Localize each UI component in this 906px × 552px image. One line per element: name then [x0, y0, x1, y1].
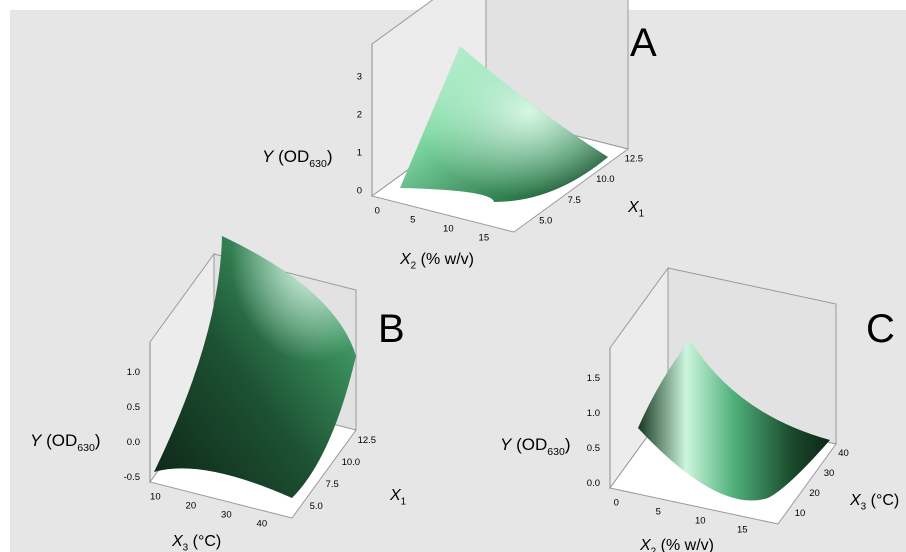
- panel-b-y-tick-label: 10.0: [342, 457, 361, 468]
- panel-b-y-tick-label: 12.5: [358, 435, 377, 446]
- panel-c-y-tick-label: 40: [838, 448, 849, 459]
- panel-c-y-tick-label: 20: [809, 488, 820, 499]
- panel-b-x-axis-label: X3 (°C): [171, 533, 221, 552]
- panel-c-z-tick-label: 1.5: [587, 373, 600, 384]
- panel-c-x-tick-label: 0: [614, 497, 619, 508]
- panel-c-y-tick-label: 10: [795, 508, 806, 519]
- panel-c-z-tick-label: 1.0: [587, 408, 600, 419]
- panel-a-x-tick-label: 0: [375, 205, 380, 216]
- panel-a-z-axis-label: Y (OD630): [262, 147, 332, 170]
- panel-b-z-axis-label: Y (OD630): [30, 431, 100, 454]
- panel-b-z-tick-label: 1.0: [127, 367, 140, 378]
- panel-b-z-tick-label: 0.0: [127, 437, 140, 448]
- panel-a-x-tick-label: 10: [443, 223, 454, 234]
- panel-a-surface-highlight: [400, 46, 608, 202]
- panel-a-z-tick-label: 3: [357, 71, 362, 82]
- panel-c-z-tick-label: 0.0: [587, 478, 600, 489]
- panel-b-y-tick-label: 5.0: [310, 501, 323, 512]
- panel-c-z-tick-label: 0.5: [587, 443, 600, 454]
- panel-c-y-axis-label: X3 (°C): [849, 492, 899, 512]
- panel-a-x-tick-label: 5: [410, 214, 415, 225]
- panel-c-z-axis-label: Y (OD630): [500, 435, 570, 458]
- panel-b-z-tick-label: -0.5: [124, 472, 140, 483]
- panel-b-y-tick-label: 7.5: [326, 479, 339, 490]
- panel-b-x-tick-label: 30: [221, 509, 232, 520]
- panel-c-x-axis-label: X2 (% w/v): [639, 537, 714, 552]
- panel-a-x-axis-label: X2 (% w/v): [399, 251, 474, 271]
- panel-a-y-tick-label: 7.5: [568, 195, 581, 206]
- panel-c-label: C: [866, 307, 895, 351]
- panel-a-y-tick-label: 12.5: [625, 153, 644, 164]
- panel-a-y-tick-label: 5.0: [539, 216, 552, 227]
- panel-a-z-tick-label: 2: [357, 109, 362, 120]
- panel-b-z-tick-label: 0.5: [127, 402, 140, 413]
- panel-b-label: B: [378, 307, 405, 351]
- panel-a-z-tick-label: 1: [357, 147, 362, 158]
- panel-c-y-tick-label: 30: [824, 468, 835, 479]
- panel-b-surface-highlight: [154, 236, 356, 498]
- panel-c-x-tick-label: 10: [695, 515, 706, 526]
- panel-b-x-tick-label: 40: [257, 518, 268, 529]
- panel-c-x-tick-label: 5: [656, 506, 661, 517]
- panel-b-y-axis-label: X1: [389, 487, 407, 507]
- panel-b-x-tick-label: 20: [186, 500, 197, 511]
- panel-a-z-tick-label: 0: [357, 185, 362, 196]
- panel-a-label: A: [630, 21, 657, 65]
- panel-a-x-tick-label: 15: [479, 232, 490, 243]
- panel-c-surface: [638, 340, 830, 501]
- panel-c-x-tick-label: 15: [737, 524, 748, 535]
- panel-a-y-tick-label: 10.0: [596, 174, 615, 185]
- panel-b-x-tick-label: 10: [150, 491, 161, 502]
- panel-a-y-axis-label: X1: [627, 199, 645, 219]
